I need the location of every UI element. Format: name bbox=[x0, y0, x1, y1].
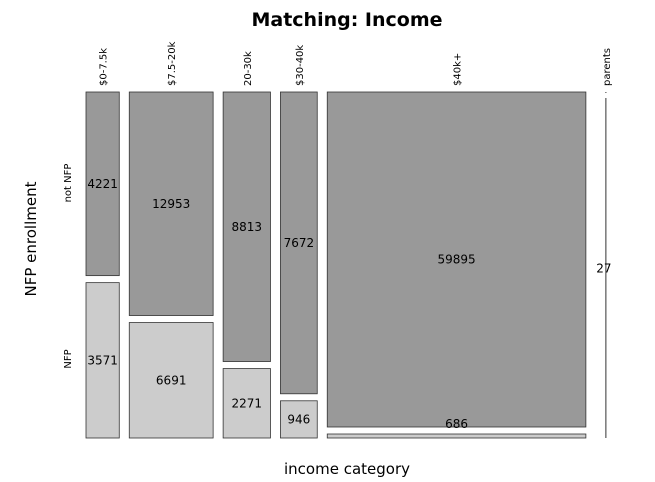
cell-not-nfp-7-5-20k bbox=[128, 91, 214, 316]
chart-title: Matching: Income bbox=[251, 9, 442, 31]
cell-not-nfp-0-7-5k bbox=[85, 91, 120, 277]
cell-not-nfp-20-30k bbox=[222, 91, 271, 362]
column-label-parents: parents bbox=[602, 48, 613, 86]
cell-nfp-20-30k bbox=[222, 368, 271, 439]
y-axis-label: NFP enrollment bbox=[22, 181, 40, 296]
cell-not-nfp-30-40k bbox=[280, 91, 318, 395]
value-label-not-nfp-40k: 59895 bbox=[437, 253, 475, 267]
value-label-nfp-7-5-20k: 6691 bbox=[156, 373, 187, 387]
value-label-nfp-0-7-5k: 3571 bbox=[87, 353, 118, 367]
mosaic-cells bbox=[85, 91, 607, 439]
value-label-not-nfp-0-7-5k: 4221 bbox=[87, 177, 118, 191]
value-label-not-nfp-20-30k: 8813 bbox=[232, 220, 263, 234]
value-label-not-nfp-7-5-20k: 12953 bbox=[152, 197, 190, 211]
value-label-nfp-30-40k: 946 bbox=[287, 412, 310, 426]
x-axis-label: income category bbox=[284, 460, 410, 478]
cell-nfp-0-7-5k bbox=[85, 282, 120, 439]
cell-nfp-7-5-20k bbox=[128, 322, 214, 439]
column-label-0-7-5k: $0-7.5k bbox=[99, 48, 110, 86]
cell-nfp-40k bbox=[326, 433, 587, 439]
value-label-nfp-parents: 27 bbox=[596, 262, 611, 276]
value-label-nfp-40k: 686 bbox=[445, 417, 468, 431]
cell-nfp-30-40k bbox=[280, 400, 318, 439]
value-labels: 4221 3571 12953 6691 8813 2271 7672 946 59895 686… bbox=[87, 177, 611, 431]
cell-not-nfp-40k bbox=[326, 91, 587, 428]
row-label-not-nfp: not NFP bbox=[63, 164, 74, 203]
column-label-40k: $40k+ bbox=[453, 53, 464, 86]
column-label-30-40k: $30-40k bbox=[295, 45, 306, 86]
value-label-nfp-20-30k: 2271 bbox=[232, 396, 263, 410]
column-label-20-30k: 20-30k bbox=[243, 51, 254, 86]
value-label-not-nfp-30-40k: 7672 bbox=[284, 236, 315, 250]
column-label-7-5-20k: $7.5-20k bbox=[167, 41, 178, 86]
column-labels: $0-7.5k $7.5-20k 20-30k $30-40k $40k+ parents bbox=[99, 41, 613, 86]
row-label-nfp: NFP bbox=[63, 349, 74, 368]
